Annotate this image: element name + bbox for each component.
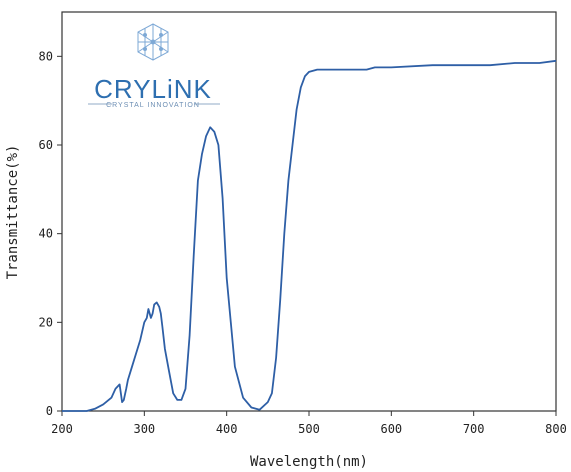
crylink-logo: CRYLiNK CRYSTAL INNOVATION bbox=[88, 23, 220, 109]
y-tick-label: 40 bbox=[39, 227, 53, 241]
tick-labels: 200 300 400 500 600 700 800 0 20 40 60 80 bbox=[39, 49, 567, 436]
x-tick-label: 400 bbox=[216, 422, 238, 436]
y-tick-label: 80 bbox=[39, 49, 53, 63]
x-tick-label: 500 bbox=[298, 422, 320, 436]
transmittance-line bbox=[62, 59, 557, 412]
logo-tagline: CRYSTAL INNOVATION bbox=[106, 102, 200, 109]
crystal-lattice-icon bbox=[137, 23, 169, 61]
axes-ticks bbox=[57, 55, 557, 416]
x-axis-title: Wavelength(nm) bbox=[250, 454, 368, 470]
y-tick-label: 20 bbox=[39, 315, 53, 329]
y-axis-title: Transmittance(%) bbox=[5, 145, 21, 280]
x-tick-label: 700 bbox=[463, 422, 485, 436]
x-tick-label: 200 bbox=[51, 422, 73, 436]
y-tick-label: 60 bbox=[39, 138, 53, 152]
logo-wordmark: CRYLiNK bbox=[94, 74, 212, 104]
x-tick-label: 600 bbox=[380, 422, 402, 436]
y-tick-label: 0 bbox=[46, 404, 53, 418]
x-tick-label: 800 bbox=[545, 422, 567, 436]
x-tick-label: 300 bbox=[133, 422, 155, 436]
